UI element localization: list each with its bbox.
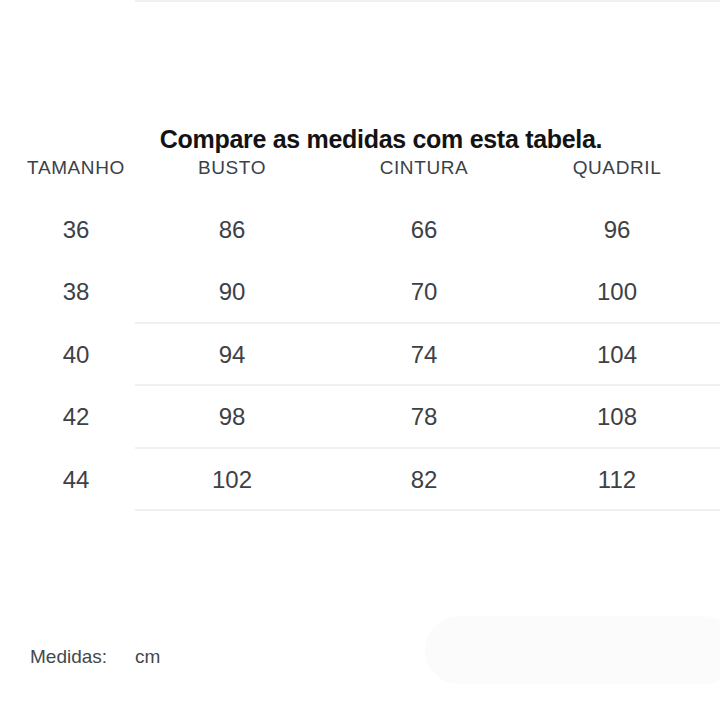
row-divider	[135, 509, 720, 511]
row-divider	[135, 322, 720, 324]
table-cell-waist: 78	[312, 386, 536, 449]
faint-pill-panel	[425, 616, 720, 684]
row-divider	[135, 384, 720, 386]
measurement-unit-note: Medidas: cm	[30, 646, 160, 668]
column-header-busto: BUSTO	[152, 136, 312, 199]
measurement-label: Medidas:	[30, 646, 107, 668]
table-cell-hip: 100	[536, 261, 698, 324]
table-cell-waist: 70	[312, 261, 536, 324]
table-cell-waist: 66	[312, 199, 536, 262]
table-cell-bust: 98	[152, 386, 312, 449]
row-divider	[135, 0, 720, 2]
column-header-tamanho: TAMANHO	[0, 136, 152, 199]
table-cell-bust: 94	[152, 324, 312, 387]
table-cell-size: 36	[0, 199, 152, 262]
table-cell-bust: 86	[152, 199, 312, 262]
table-cell-hip: 96	[536, 199, 698, 262]
table-cell-bust: 102	[152, 449, 312, 512]
column-header-quadril: QUADRIL	[536, 136, 698, 199]
measurement-unit: cm	[135, 646, 160, 668]
column-header-cintura: CINTURA	[312, 136, 536, 199]
table-cell-hip: 104	[536, 324, 698, 387]
size-chart-table: TAMANHO BUSTO CINTURA QUADRIL 36 86 66 9…	[0, 136, 698, 511]
table-cell-waist: 82	[312, 449, 536, 512]
table-cell-waist: 74	[312, 324, 536, 387]
table-cell-bust: 90	[152, 261, 312, 324]
table-cell-size: 42	[0, 386, 152, 449]
table-cell-hip: 112	[536, 449, 698, 512]
row-divider	[135, 447, 720, 449]
table-cell-size: 40	[0, 324, 152, 387]
table-cell-size: 38	[0, 261, 152, 324]
table-cell-hip: 108	[536, 386, 698, 449]
table-cell-size: 44	[0, 449, 152, 512]
